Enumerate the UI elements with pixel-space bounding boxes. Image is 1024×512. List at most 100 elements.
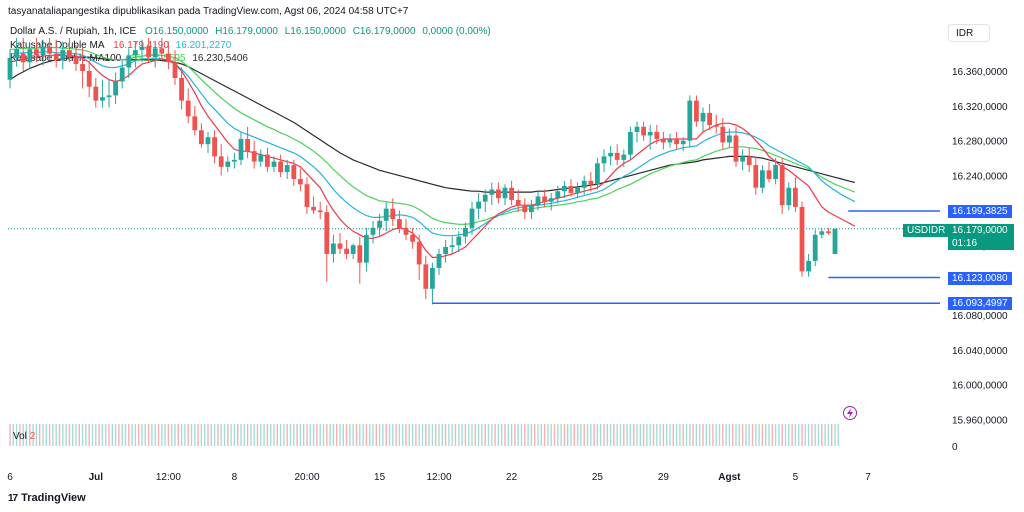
candle-body bbox=[621, 154, 627, 160]
y-tick-label: 16.040,0000 bbox=[952, 346, 1008, 357]
y-tick-label: 16.240,0000 bbox=[952, 172, 1008, 183]
x-tick-label: 15 bbox=[374, 472, 386, 483]
candle-body bbox=[364, 234, 369, 263]
candle-body bbox=[34, 49, 39, 56]
candle-body bbox=[641, 126, 646, 136]
y-tick-label: 16.320,0000 bbox=[952, 102, 1008, 113]
lightning-icon bbox=[843, 406, 857, 420]
candle-body bbox=[225, 161, 231, 167]
candle-body bbox=[753, 165, 759, 188]
candle-body bbox=[152, 48, 158, 58]
x-tick-label: Jul bbox=[89, 472, 104, 483]
candle-body bbox=[482, 194, 488, 202]
candle-body bbox=[251, 151, 257, 162]
candle-body bbox=[674, 138, 679, 145]
candle-body bbox=[647, 131, 653, 136]
candle-body bbox=[47, 46, 52, 54]
candle-body bbox=[357, 245, 363, 263]
candle-body bbox=[502, 187, 508, 199]
volume-legend: Vol 2 bbox=[13, 431, 35, 442]
candle-body bbox=[232, 159, 237, 162]
candle-body bbox=[350, 245, 356, 254]
candle-body bbox=[133, 50, 138, 56]
candle-body bbox=[416, 241, 422, 265]
candle-body bbox=[383, 208, 389, 221]
legend-ma1-row[interactable]: Katusabe Double MA 16.179,4190 16.201,22… bbox=[10, 40, 235, 51]
current-price-value: 16.179,0000 bbox=[952, 225, 1008, 236]
candle-body bbox=[159, 48, 165, 54]
ma1-value-1: 16.179,4190 bbox=[113, 40, 169, 51]
candle-body bbox=[317, 210, 323, 213]
candle-body bbox=[496, 189, 501, 199]
volume-label: Vol bbox=[13, 431, 27, 442]
candle-body bbox=[436, 253, 442, 268]
candle-body bbox=[667, 138, 673, 143]
candle-body bbox=[707, 112, 712, 126]
candle-body bbox=[812, 234, 818, 261]
candle-body bbox=[608, 152, 613, 157]
brand-name: TradingView bbox=[21, 492, 86, 504]
candle-body bbox=[119, 67, 125, 82]
candle-body bbox=[390, 208, 396, 220]
x-tick-label: 5 bbox=[793, 472, 799, 483]
ohlc-high: H16.179,0000 bbox=[215, 26, 278, 37]
x-tick-label: 20:00 bbox=[294, 472, 319, 483]
candle-body bbox=[522, 205, 528, 213]
symbol-label[interactable]: Dollar A.S. / Rupiah, 1h, ICE bbox=[10, 26, 137, 37]
candle-body bbox=[7, 57, 13, 80]
candle-body bbox=[826, 231, 831, 234]
candle-body bbox=[113, 81, 118, 96]
candle-body bbox=[568, 186, 574, 193]
x-tick-label: 7 bbox=[865, 472, 871, 483]
candle-body bbox=[548, 198, 554, 202]
candle-body bbox=[370, 227, 376, 235]
candle-body bbox=[377, 220, 382, 228]
ma1-value-2: 16.201,2270 bbox=[175, 40, 232, 51]
candle-body bbox=[337, 243, 343, 249]
candle-body bbox=[581, 180, 587, 188]
candle-body bbox=[727, 135, 732, 143]
x-tick-label: 22 bbox=[506, 472, 518, 483]
currency-button[interactable]: IDR bbox=[948, 24, 990, 42]
candle-body bbox=[344, 248, 349, 254]
x-tick-label: Agst bbox=[718, 472, 741, 483]
ma-slow-line bbox=[10, 51, 856, 237]
x-tick-label: 8 bbox=[232, 472, 238, 483]
x-tick-label: 12:00 bbox=[156, 472, 181, 483]
candle-body bbox=[410, 234, 415, 242]
candle-body bbox=[172, 62, 178, 78]
candle-body bbox=[595, 163, 600, 185]
candle-body bbox=[100, 97, 105, 101]
candle-body bbox=[654, 131, 660, 139]
candle-body bbox=[40, 46, 46, 56]
candle-body bbox=[463, 227, 468, 237]
candle-body bbox=[430, 267, 435, 289]
support2-price-tag: 16.093,4997 bbox=[948, 297, 1012, 310]
candle-body bbox=[535, 196, 541, 206]
candle-body bbox=[67, 50, 72, 58]
ma1-label[interactable]: Katusabe Double MA bbox=[10, 40, 105, 51]
candle-body bbox=[278, 161, 283, 173]
candle-body bbox=[14, 49, 19, 58]
x-tick-label: 6 bbox=[7, 472, 13, 483]
candle-body bbox=[106, 95, 112, 98]
candle-body bbox=[700, 112, 706, 122]
candle-body bbox=[331, 243, 336, 254]
candle-body bbox=[126, 55, 132, 68]
candle-body bbox=[423, 264, 429, 289]
candle-body bbox=[489, 189, 495, 195]
x-tick-label: 29 bbox=[658, 472, 670, 483]
support1-price-tag: 16.123,0080 bbox=[948, 272, 1012, 285]
candle-body bbox=[199, 130, 204, 145]
candle-body bbox=[218, 156, 224, 167]
volume-value: 2 bbox=[29, 431, 36, 442]
tradingview-brand[interactable]: 17 TradingView bbox=[8, 492, 86, 504]
tradingview-logo-icon: 17 bbox=[8, 492, 18, 504]
candle-body bbox=[469, 208, 475, 228]
candle-body bbox=[60, 50, 66, 61]
candle-body bbox=[832, 228, 838, 254]
resistance-price-tag: 16.199,3825 bbox=[948, 205, 1012, 218]
candle-body bbox=[185, 100, 191, 117]
candle-body bbox=[166, 53, 171, 63]
